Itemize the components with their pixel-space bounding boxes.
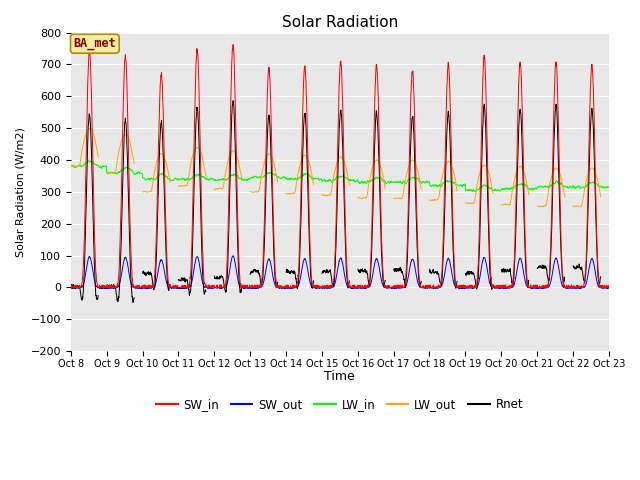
Rnet xyxy=(573,265,580,271)
SW_in xyxy=(229,42,237,48)
Legend: SW_in, SW_out, LW_in, LW_out, Rnet: SW_in, SW_out, LW_in, LW_out, Rnet xyxy=(152,393,528,415)
LW_out xyxy=(355,195,363,201)
LW_in xyxy=(217,177,225,183)
Line: LW_out: LW_out xyxy=(71,128,600,207)
LW_in xyxy=(84,157,92,163)
LW_in xyxy=(355,180,363,186)
SW_in xyxy=(496,285,504,290)
Rnet xyxy=(355,269,363,275)
Rnet xyxy=(557,260,565,265)
X-axis label: Time: Time xyxy=(324,370,355,383)
Line: SW_out: SW_out xyxy=(71,256,609,288)
Rnet xyxy=(217,273,225,278)
SW_out xyxy=(573,285,580,291)
LW_out xyxy=(367,170,375,176)
SW_out xyxy=(362,286,369,291)
SW_out xyxy=(355,285,363,290)
LW_in xyxy=(558,181,566,187)
Line: LW_in: LW_in xyxy=(71,160,609,192)
LW_out xyxy=(217,186,225,192)
Title: Solar Radiation: Solar Radiation xyxy=(282,15,398,30)
LW_in xyxy=(573,184,580,190)
SW_in xyxy=(355,285,363,290)
SW_in xyxy=(557,251,565,257)
LW_in xyxy=(470,189,478,194)
Line: Rnet: Rnet xyxy=(71,101,600,302)
Rnet xyxy=(67,283,75,289)
SW_in xyxy=(367,247,375,253)
LW_in xyxy=(367,178,375,184)
Text: BA_met: BA_met xyxy=(74,37,116,50)
SW_in xyxy=(217,284,225,290)
SW_in xyxy=(67,285,75,290)
SW_out xyxy=(605,285,612,291)
LW_out xyxy=(67,163,75,169)
SW_out xyxy=(217,286,225,291)
SW_in xyxy=(573,285,580,290)
LW_in xyxy=(497,188,504,193)
Y-axis label: Solar Radiation (W/m2): Solar Radiation (W/m2) xyxy=(15,127,25,257)
LW_out xyxy=(573,204,580,209)
SW_out xyxy=(558,280,566,286)
SW_out xyxy=(367,279,375,285)
SW_out xyxy=(497,285,504,291)
SW_out xyxy=(67,286,75,291)
SW_in xyxy=(605,283,612,288)
Rnet xyxy=(367,260,375,266)
LW_in xyxy=(67,163,75,168)
SW_out xyxy=(229,253,237,259)
LW_out xyxy=(557,177,565,182)
LW_in xyxy=(605,184,612,190)
Line: SW_in: SW_in xyxy=(71,45,609,288)
